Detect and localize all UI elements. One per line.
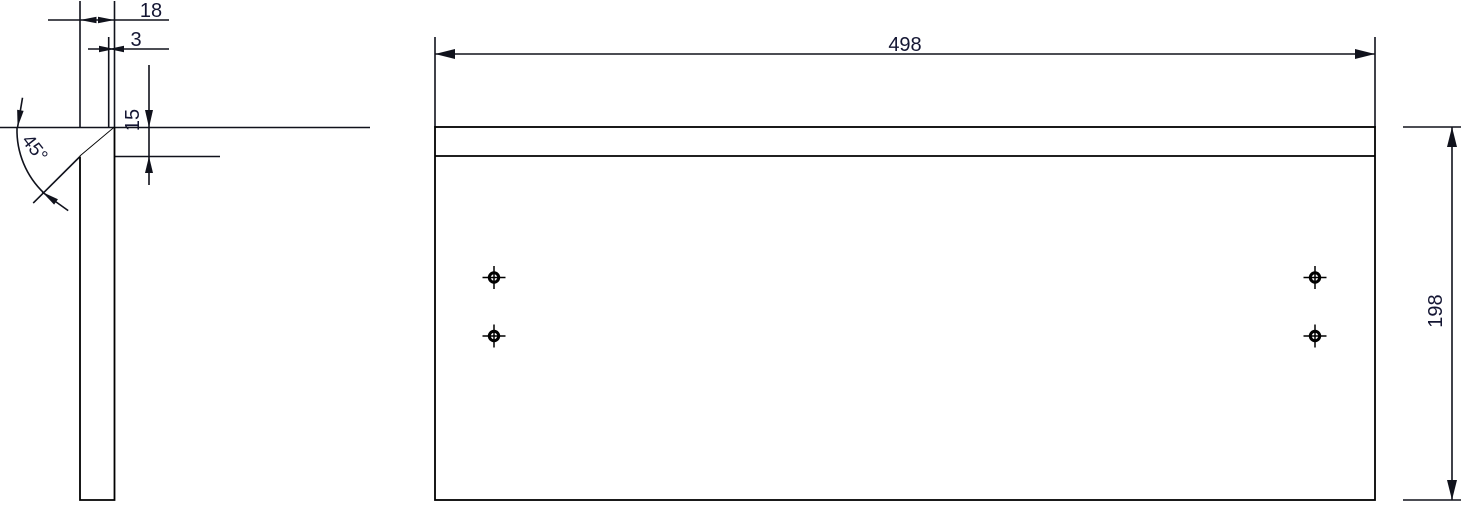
svg-text:18: 18 [140,0,162,22]
svg-text:3: 3 [130,29,141,51]
svg-text:198: 198 [1425,294,1447,327]
svg-text:498: 498 [888,34,921,56]
